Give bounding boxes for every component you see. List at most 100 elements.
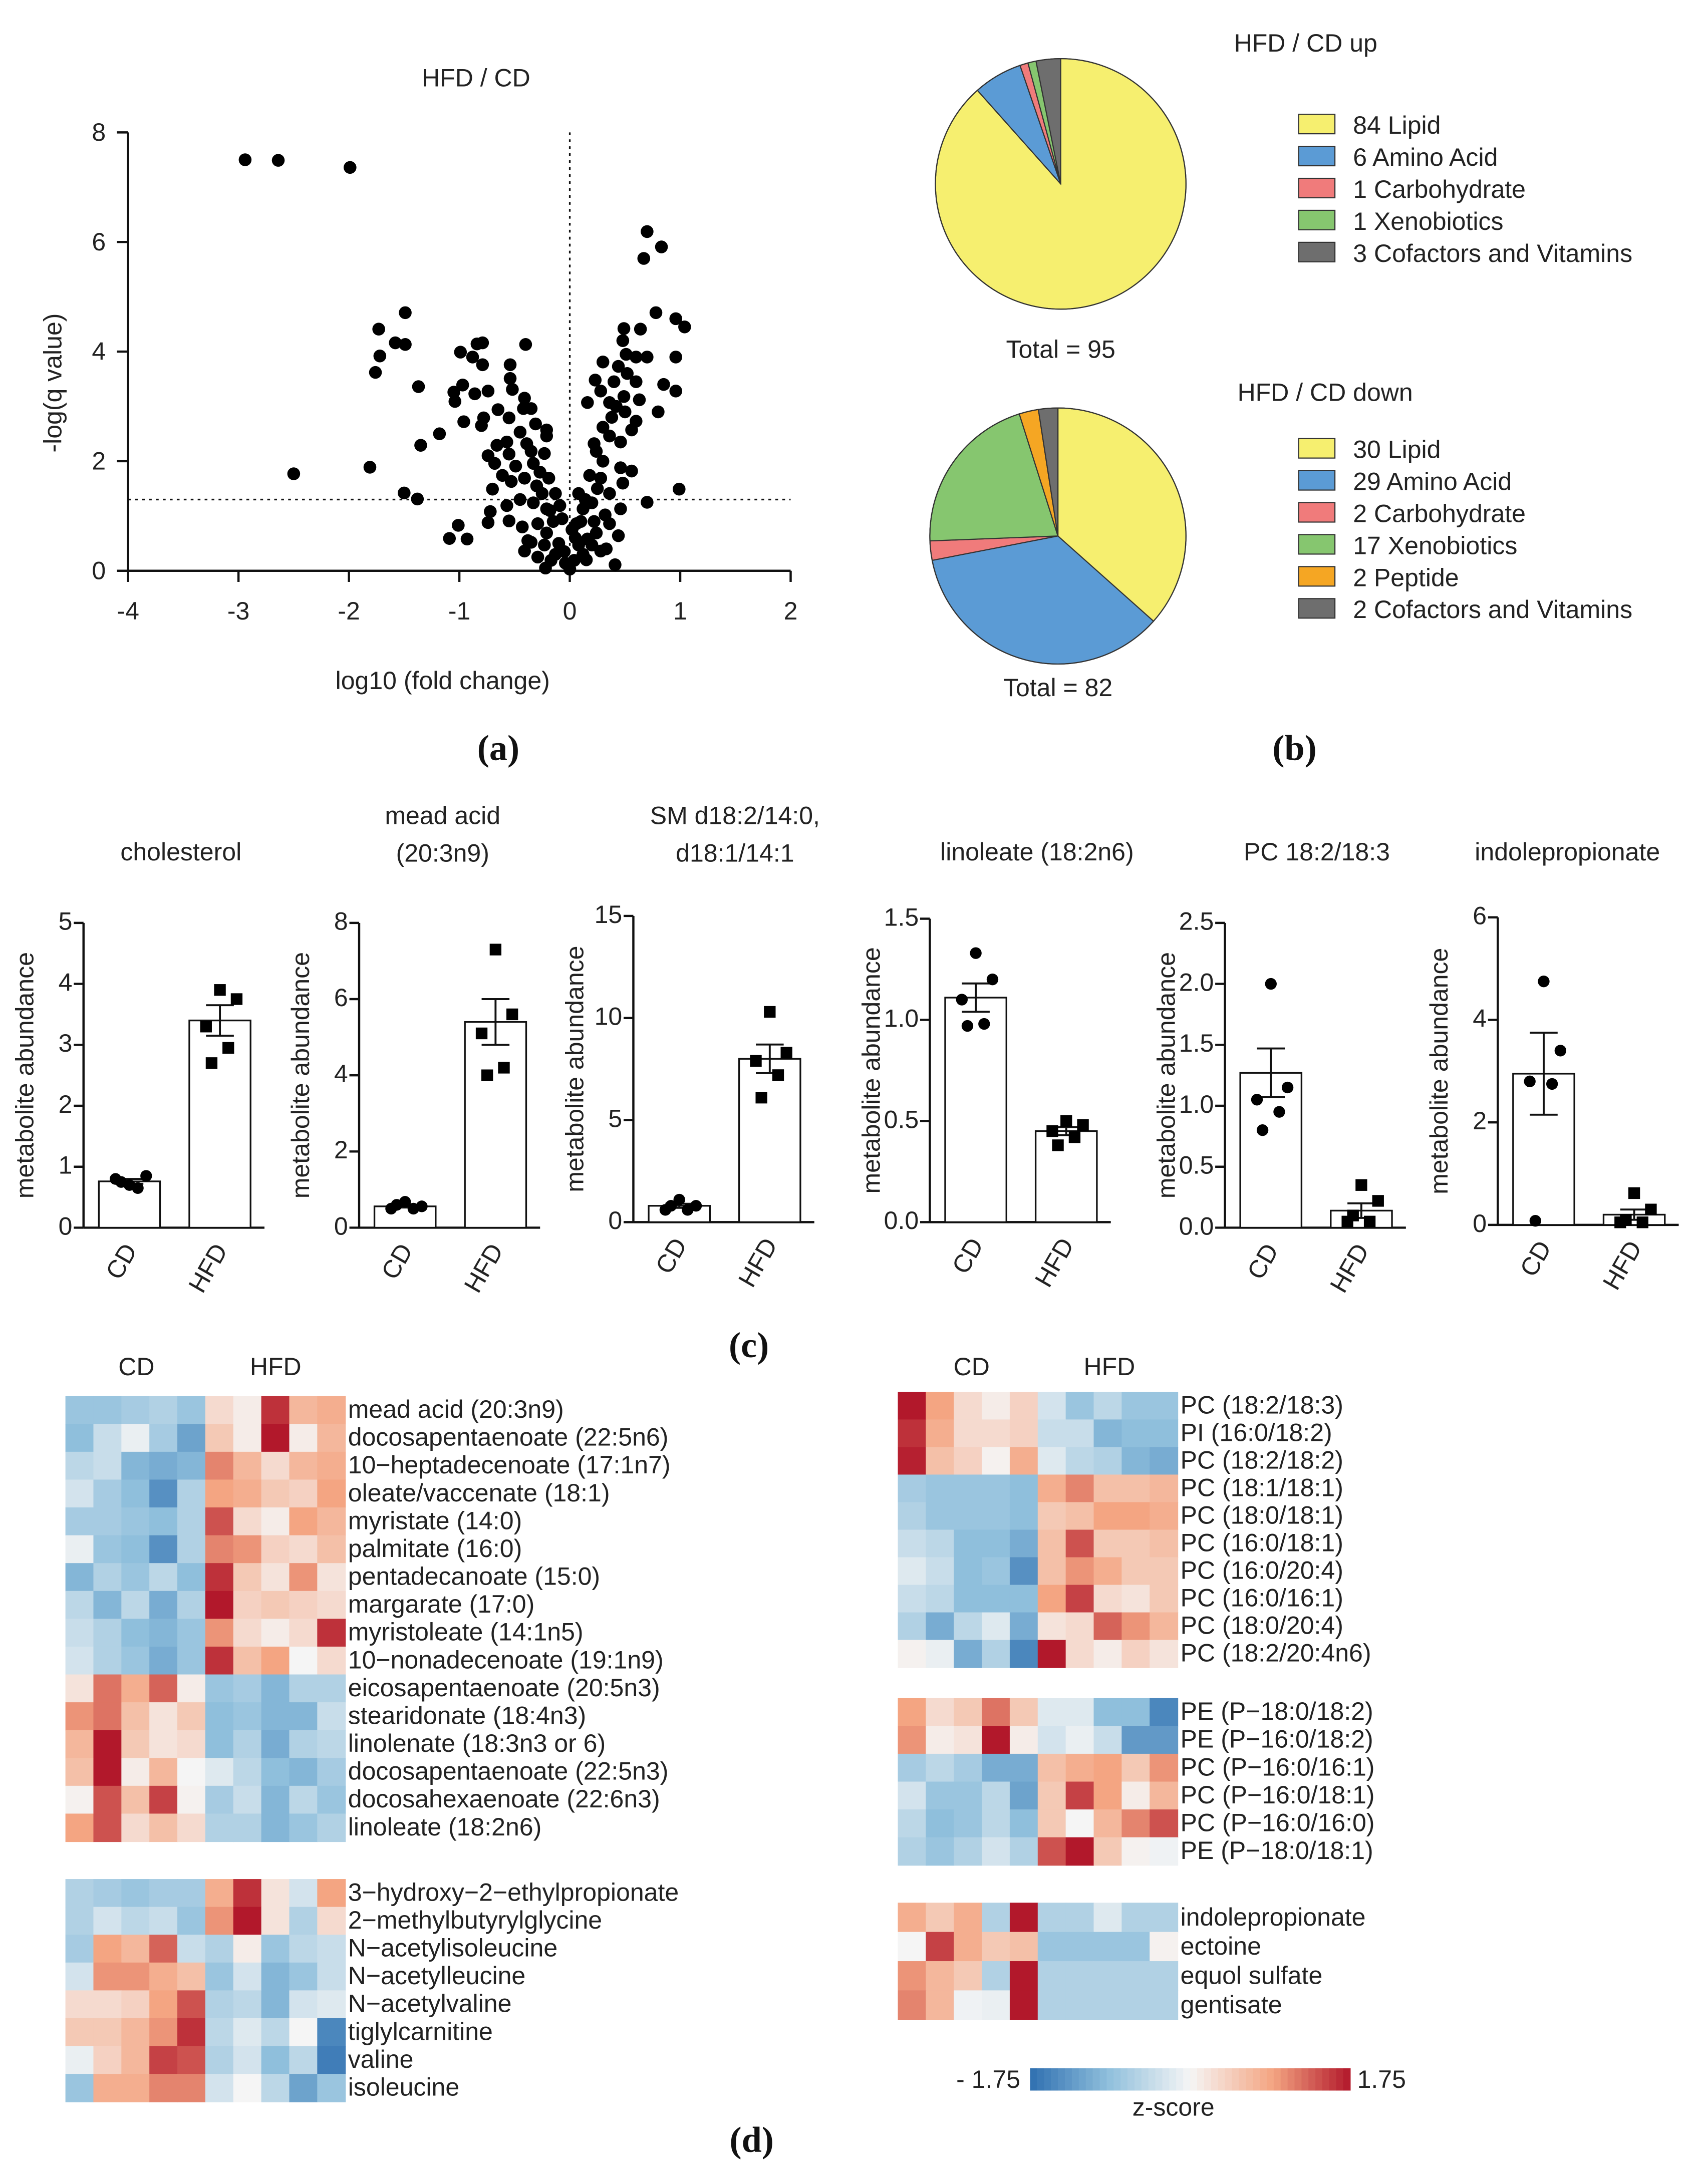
y-tick-label: 15 (595, 900, 623, 928)
heatmap-cell (1093, 1529, 1122, 1558)
data-point (630, 375, 643, 389)
data-point (1620, 1213, 1632, 1226)
row-label: stearidonate (18:4n3) (348, 1701, 586, 1729)
colorbar-segment (1064, 2068, 1072, 2091)
heatmap-cell (261, 1990, 290, 2019)
heatmap-cell (1150, 1903, 1179, 1933)
data-point (527, 457, 540, 470)
heatmap-cell (1009, 1781, 1038, 1810)
heatmap-cell (898, 1698, 927, 1727)
data-point (399, 338, 412, 351)
y-tick-label: 0 (1473, 1209, 1487, 1237)
heatmap-cell (898, 1474, 927, 1503)
data-point (411, 492, 424, 506)
y-tick-label: 0 (92, 556, 106, 584)
heatmap-cell (1037, 1640, 1066, 1668)
legend-swatch (1298, 566, 1336, 587)
heatmap-cell (982, 1990, 1011, 2020)
heatmap-cell (1121, 1753, 1151, 1782)
heatmap-cell (149, 1535, 178, 1564)
heatmap-cell (233, 1451, 262, 1480)
heatmap-cell (121, 1563, 150, 1592)
heatmap-cell (177, 1730, 206, 1759)
x-tick-label: -1 (448, 597, 470, 625)
x-category-label: CD (947, 1233, 989, 1279)
heatmap-cell (93, 1730, 122, 1759)
heatmap-cell (205, 1396, 234, 1425)
heatmap-cell (1037, 1809, 1066, 1838)
heatmap-cell (317, 1619, 346, 1648)
data-point (630, 351, 643, 364)
data-point (970, 947, 982, 959)
heatmap-cell (65, 1702, 94, 1731)
heatmap-cell (65, 1935, 94, 1963)
heatmap-cell (982, 1781, 1011, 1810)
heatmap-cell (982, 1932, 1011, 1962)
data-point (498, 1062, 510, 1074)
x-category-label: CD (100, 1238, 143, 1284)
row-label: eicosapentaenoate (20:5n3) (348, 1674, 660, 1702)
row-label: tiglylcarnitine (348, 2017, 493, 2045)
bar-chart: 0 2 4 6 8 mead acid (20:3n9) metabolite abundan… (287, 802, 540, 1297)
heatmap-cell (954, 1837, 983, 1866)
data-point (620, 348, 633, 361)
pie-charts: 84 Lipid 6 Amino Acid 1 Carbohydrate 1 Xeno… (929, 29, 1632, 702)
heatmap-cell (65, 1758, 94, 1786)
data-point (614, 435, 627, 449)
x-category-label: HFD (1029, 1233, 1079, 1292)
heatmap-cell (93, 1619, 122, 1648)
data-point (414, 439, 427, 452)
heatmap-cell (65, 1424, 94, 1452)
data-point (531, 550, 544, 564)
row-label: mead acid (20:3n9) (348, 1395, 564, 1423)
heatmap-cell (65, 1730, 94, 1759)
heatmap-cell (954, 1585, 983, 1613)
heatmap-cell (233, 1962, 262, 1991)
heatmap-cell (149, 2074, 178, 2102)
data-point (574, 515, 588, 528)
data-point (454, 346, 467, 359)
heatmap-cell (177, 1758, 206, 1786)
data-point (230, 993, 243, 1005)
heatmap-cell (1093, 1447, 1122, 1475)
heatmap-cell (982, 1698, 1011, 1727)
colorbar-segment (1301, 2068, 1309, 2091)
data-point (612, 529, 625, 542)
data-point (591, 482, 604, 495)
heatmap-cell (1065, 1392, 1094, 1420)
heatmap-cell (177, 1813, 206, 1842)
heatmap-cell (205, 1535, 234, 1564)
heatmap-cell (898, 1809, 927, 1838)
data-point (617, 322, 631, 335)
data-point (502, 514, 516, 527)
heatmap-cell (1121, 1474, 1151, 1503)
data-point (476, 358, 489, 372)
row-label: pentadecanoate (15:0) (348, 1563, 600, 1591)
heatmap-cell (982, 1753, 1011, 1782)
data-point (466, 351, 479, 364)
heatmap-cell (1093, 1585, 1122, 1613)
heatmap-cell (1150, 1502, 1179, 1530)
colorbar-segment (1141, 2068, 1149, 2091)
heatmap-cell (121, 2046, 150, 2075)
heatmap-cell (233, 1563, 262, 1592)
heatmap-cell (926, 1557, 955, 1586)
data-point (1636, 1216, 1648, 1228)
heatmap-cell (289, 1674, 318, 1703)
data-point (271, 154, 285, 167)
heatmap-cell (205, 1591, 234, 1620)
heatmap-cell (982, 1447, 1011, 1475)
heatmap-cell (1150, 1392, 1179, 1420)
x-tick-label: -4 (117, 597, 139, 625)
colorbar-segment (1169, 2068, 1177, 2091)
heatmap-cell (1065, 1961, 1094, 1991)
y-axis-label: metabolite abundance (287, 952, 315, 1198)
y-tick-label: 4 (59, 968, 73, 996)
heatmap-cell (233, 1990, 262, 2019)
heatmap-cell (926, 1640, 955, 1668)
legend-swatch (1298, 534, 1336, 555)
data-point (603, 487, 616, 500)
pie-chart: 84 Lipid 6 Amino Acid 1 Carbohydrate 1 Xeno… (935, 29, 1632, 364)
heatmap-cell (149, 2018, 178, 2047)
